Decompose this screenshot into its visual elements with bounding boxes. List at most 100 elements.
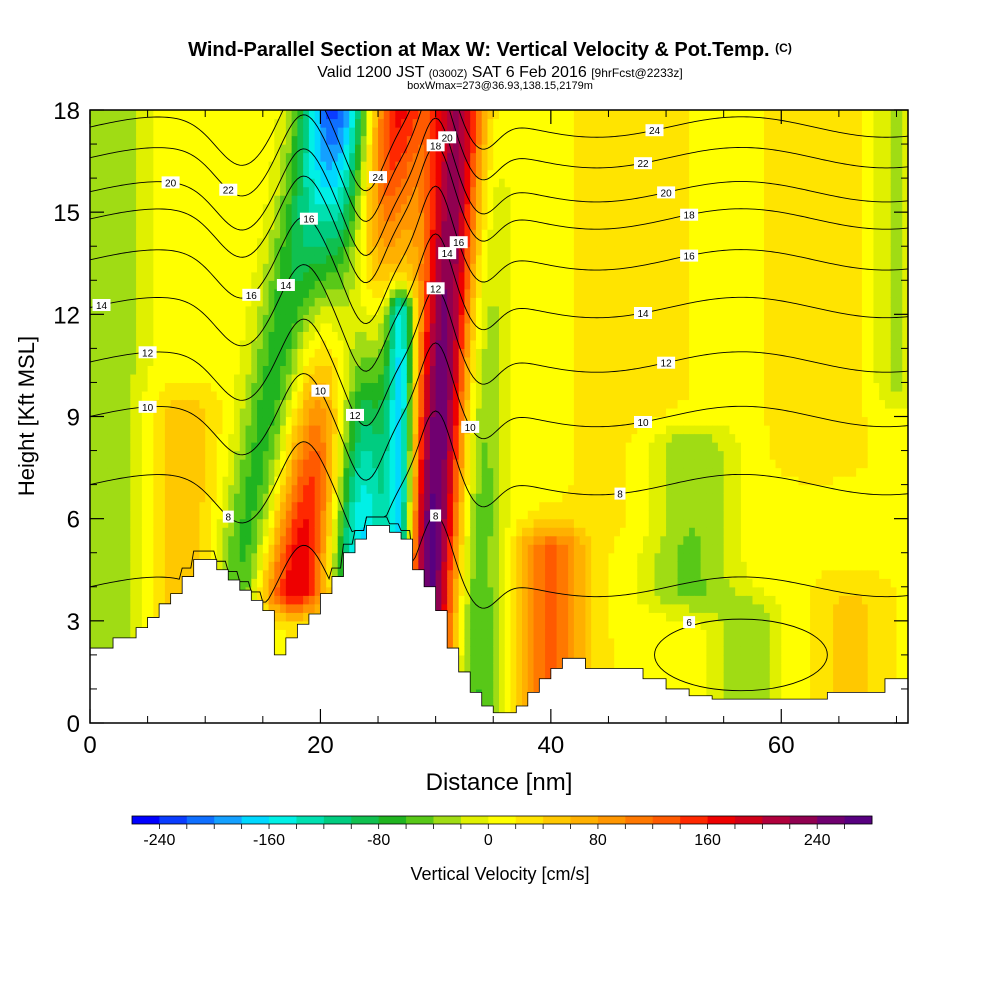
velocity-cell bbox=[147, 425, 154, 435]
velocity-cell bbox=[435, 237, 442, 247]
velocity-cell bbox=[291, 569, 298, 579]
velocity-cell bbox=[251, 373, 258, 384]
velocity-cell bbox=[90, 637, 97, 647]
velocity-cell bbox=[95, 450, 103, 460]
velocity-cell bbox=[354, 527, 362, 537]
velocity-cell bbox=[274, 331, 281, 341]
velocity-cell bbox=[113, 365, 120, 375]
velocity-cell bbox=[113, 229, 120, 239]
velocity-cell bbox=[389, 288, 396, 298]
velocity-cell bbox=[297, 569, 304, 579]
velocity-cell bbox=[308, 425, 316, 435]
velocity-cell bbox=[401, 118, 408, 128]
velocity-cell bbox=[170, 569, 178, 579]
velocity-cell bbox=[314, 442, 322, 452]
velocity-cell bbox=[95, 535, 103, 545]
velocity-cell bbox=[170, 127, 178, 137]
velocity-cell bbox=[205, 467, 212, 477]
velocity-cell bbox=[314, 365, 322, 375]
velocity-cell bbox=[222, 535, 229, 545]
velocity-cell bbox=[262, 288, 270, 298]
velocity-cell bbox=[130, 442, 137, 452]
velocity-cell bbox=[164, 467, 172, 477]
velocity-cell bbox=[285, 144, 293, 154]
velocity-cell bbox=[481, 305, 489, 315]
velocity-cell bbox=[193, 186, 201, 196]
velocity-cell bbox=[464, 178, 471, 188]
velocity-cell bbox=[475, 603, 483, 613]
velocity-cell bbox=[159, 552, 166, 562]
velocity-cell bbox=[412, 169, 419, 179]
velocity-cell bbox=[412, 280, 419, 290]
velocity-cell bbox=[228, 535, 235, 545]
velocity-cell bbox=[378, 127, 385, 137]
velocity-cell bbox=[141, 322, 149, 332]
velocity-cell bbox=[429, 416, 437, 426]
velocity-cell bbox=[429, 110, 437, 120]
velocity-cell bbox=[406, 280, 414, 290]
velocity-cell bbox=[176, 127, 183, 137]
velocity-cell bbox=[187, 356, 195, 367]
velocity-cell bbox=[199, 246, 206, 256]
velocity-cell bbox=[130, 144, 137, 154]
velocity-cell bbox=[251, 552, 258, 562]
velocity-cell bbox=[118, 322, 126, 332]
velocity-cell bbox=[349, 280, 356, 290]
velocity-cell bbox=[291, 373, 298, 384]
velocity-cell bbox=[239, 280, 247, 290]
velocity-cell bbox=[297, 178, 304, 188]
velocity-cell bbox=[285, 527, 293, 537]
velocity-cell bbox=[303, 586, 310, 596]
velocity-cell bbox=[395, 203, 402, 213]
velocity-cell bbox=[130, 586, 137, 596]
velocity-cell bbox=[372, 510, 379, 520]
velocity-cell bbox=[245, 493, 252, 503]
velocity-cell bbox=[412, 322, 419, 332]
velocity-cell bbox=[291, 561, 298, 571]
velocity-cell bbox=[245, 373, 252, 384]
velocity-cell bbox=[187, 263, 195, 273]
velocity-cell bbox=[153, 297, 160, 307]
velocity-cell bbox=[268, 433, 275, 443]
velocity-cell bbox=[429, 552, 437, 562]
velocity-cell bbox=[303, 467, 310, 477]
velocity-cell bbox=[308, 297, 316, 307]
velocity-cell bbox=[378, 493, 385, 503]
velocity-cell bbox=[234, 399, 241, 409]
velocity-cell bbox=[124, 144, 131, 154]
velocity-cell bbox=[424, 169, 431, 179]
velocity-cell bbox=[141, 305, 149, 315]
velocity-cell bbox=[251, 237, 258, 247]
velocity-cell bbox=[222, 195, 229, 205]
velocity-cell bbox=[159, 390, 166, 401]
velocity-cell bbox=[458, 484, 466, 494]
velocity-cell bbox=[193, 297, 201, 307]
velocity-cell bbox=[164, 535, 172, 545]
velocity-cell bbox=[303, 484, 310, 494]
velocity-cell bbox=[268, 280, 275, 290]
velocity-cell bbox=[418, 135, 425, 145]
velocity-cell bbox=[406, 314, 414, 324]
velocity-cell bbox=[234, 339, 241, 349]
velocity-cell bbox=[481, 612, 489, 622]
velocity-cell bbox=[297, 595, 304, 605]
velocity-cell bbox=[280, 646, 287, 656]
velocity-cell bbox=[199, 476, 206, 486]
velocity-cell bbox=[337, 510, 345, 520]
velocity-cell bbox=[452, 467, 460, 477]
velocity-cell bbox=[95, 110, 103, 120]
velocity-cell bbox=[280, 578, 287, 588]
velocity-cell bbox=[320, 144, 327, 154]
velocity-cell bbox=[101, 459, 108, 469]
velocity-cell bbox=[424, 578, 431, 588]
velocity-cell bbox=[216, 339, 224, 349]
velocity-cell bbox=[228, 305, 235, 315]
velocity-cell bbox=[268, 144, 275, 154]
velocity-cell bbox=[90, 390, 97, 401]
velocity-cell bbox=[424, 356, 431, 367]
velocity-cell bbox=[452, 169, 460, 179]
velocity-cell bbox=[372, 297, 379, 307]
velocity-cell bbox=[389, 365, 396, 375]
velocity-cell bbox=[314, 493, 322, 503]
velocity-cell bbox=[314, 254, 322, 264]
